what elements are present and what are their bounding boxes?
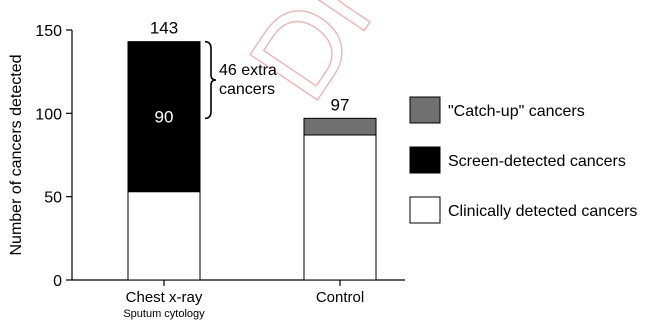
bar-total-label: 143	[150, 19, 178, 38]
bar-segment	[127, 191, 201, 281]
legend-label: Screen-detected cancers	[448, 153, 626, 170]
y-tick-label: 50	[44, 190, 62, 207]
legend-swatch	[409, 96, 441, 124]
x-tick-label: Control	[316, 289, 364, 306]
legend-swatch	[409, 146, 441, 174]
x-tick-label: Chest x-ray	[126, 289, 203, 306]
y-axis-label: Number of cancers detected	[8, 55, 25, 256]
bar-segment	[303, 134, 377, 281]
bar-segment	[127, 41, 201, 193]
bar-total-label: 97	[331, 95, 350, 114]
y-tick-label: 150	[35, 23, 62, 40]
legend-swatch	[409, 196, 441, 224]
annotation-text-line: cancers	[219, 81, 275, 98]
y-tick-label: 0	[53, 273, 62, 290]
y-tick-label: 100	[35, 106, 62, 123]
x-tick-sublabel: Sputum cytology	[123, 308, 205, 320]
legend-label: "Catch-up" cancers	[448, 103, 585, 120]
legend-label: Clinically detected cancers	[448, 203, 637, 220]
annotation-brace	[204, 40, 217, 120]
bar-segment-value-label: 90	[155, 108, 174, 127]
annotation-text-line: 46 extra	[219, 62, 277, 79]
bar-segment	[303, 117, 377, 136]
